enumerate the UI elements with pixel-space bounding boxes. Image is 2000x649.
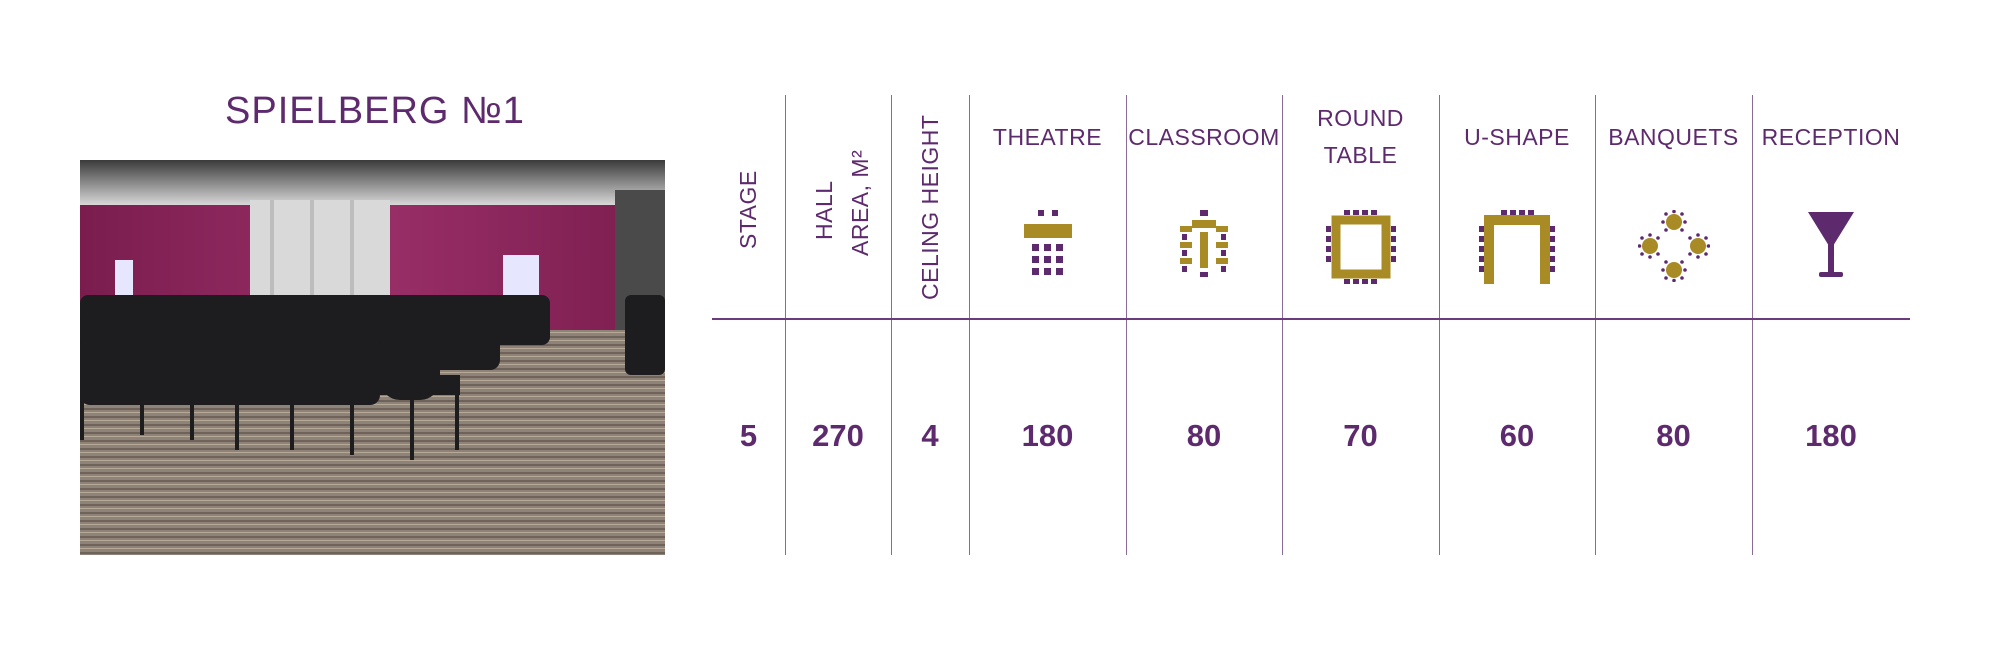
reception-header: RECEPTION — [1752, 100, 1910, 310]
theatre-header: THEATRE — [969, 100, 1126, 310]
theatre-label: THEATRE — [992, 124, 1103, 150]
hall-photo — [80, 160, 665, 555]
round-table-label-line2: TABLE — [1323, 142, 1398, 168]
header-divider — [712, 318, 1910, 320]
hall-area-value: 270 — [812, 418, 864, 453]
reception-value: 180 — [1805, 418, 1857, 453]
u-shape-label: U-SHAPE — [1464, 124, 1570, 150]
stage-header: STAGE — [735, 170, 761, 250]
round-table-header: ROUND TABLE — [1282, 100, 1439, 310]
round-table-value: 70 — [1343, 418, 1378, 453]
banquets-layout-icon — [1637, 209, 1710, 288]
classroom-header: CLASSROOM — [1126, 100, 1282, 310]
stage-value: 5 — [739, 418, 758, 453]
round-table-layout-icon — [1325, 210, 1396, 290]
hall-area-label-line1: HALL — [811, 180, 837, 240]
hall-title: SPIELBERG №1 — [225, 90, 525, 132]
round-table-label: ROUND TABLE — [1282, 100, 1439, 174]
u-shape-header: U-SHAPE — [1439, 100, 1595, 310]
classroom-layout-icon — [1178, 210, 1230, 286]
classroom-value: 80 — [1186, 418, 1222, 453]
theatre-layout-icon — [1022, 210, 1074, 286]
banquets-label: BANQUETS — [1608, 124, 1739, 150]
theatre-value: 180 — [1021, 418, 1074, 453]
u-shape-layout-icon — [1479, 210, 1555, 290]
classroom-label: CLASSROOM — [1128, 124, 1280, 150]
round-table-label-line1: ROUND — [1317, 105, 1404, 131]
u-shape-value: 60 — [1499, 418, 1535, 453]
ceiling-height-value: 4 — [921, 418, 939, 453]
ceiling-height-header: CELING HEIGHT — [917, 114, 943, 301]
hall-area-header: HALL AREA, M² — [808, 140, 878, 280]
banquets-value: 80 — [1656, 418, 1691, 453]
hall-area-label-line2: AREA, M² — [847, 149, 873, 256]
reception-label: RECEPTION — [1761, 124, 1901, 150]
cocktail-glass-icon — [1808, 210, 1854, 286]
banquets-header: BANQUETS — [1595, 100, 1752, 310]
